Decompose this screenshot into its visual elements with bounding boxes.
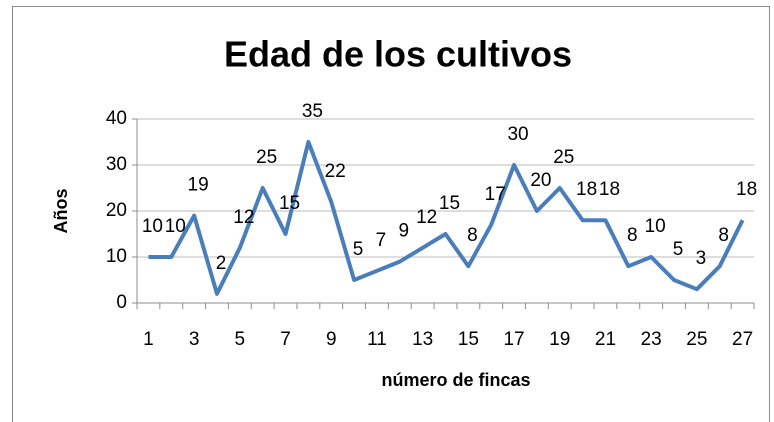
x-tick-label: 25 xyxy=(686,329,707,350)
x-tick-label: 5 xyxy=(235,329,246,350)
x-tick-label: 21 xyxy=(595,329,616,350)
x-tick-label: 19 xyxy=(549,329,570,350)
x-tick-label: 9 xyxy=(326,329,337,350)
data-label: 18 xyxy=(576,179,597,200)
y-tick-label: 0 xyxy=(116,292,127,313)
data-label: 8 xyxy=(627,225,638,246)
data-label: 5 xyxy=(353,239,364,260)
data-label: 10 xyxy=(165,216,186,237)
data-label: 18 xyxy=(736,179,757,200)
data-label: 15 xyxy=(439,193,460,214)
data-label: 3 xyxy=(696,248,707,269)
data-label: 22 xyxy=(325,161,346,182)
x-tick-label: 13 xyxy=(412,329,433,350)
y-tick-label: 10 xyxy=(106,246,127,267)
y-axis-title: Años xyxy=(51,189,71,234)
data-label: 17 xyxy=(485,184,506,205)
data-label: 8 xyxy=(467,225,478,246)
data-label: 12 xyxy=(233,207,254,228)
data-label: 35 xyxy=(302,101,323,122)
x-tick-label: 17 xyxy=(503,329,524,350)
data-label: 25 xyxy=(256,147,277,168)
data-label: 8 xyxy=(718,225,729,246)
data-label: 15 xyxy=(279,193,300,214)
y-tick-label: 30 xyxy=(106,154,127,175)
x-tick-label: 1 xyxy=(143,329,154,350)
chart-title: Edad de los cultivos xyxy=(224,34,572,75)
y-tick-label: 40 xyxy=(106,108,127,129)
x-tick-label: 23 xyxy=(641,329,662,350)
x-axis-title: número de fincas xyxy=(381,370,530,390)
data-label: 30 xyxy=(507,124,528,145)
data-label: 12 xyxy=(416,207,437,228)
data-label: 2 xyxy=(216,253,227,274)
data-label: 9 xyxy=(399,221,410,242)
x-tick-label: 7 xyxy=(280,329,291,350)
data-label: 19 xyxy=(188,175,209,196)
data-label: 10 xyxy=(645,216,666,237)
data-label: 5 xyxy=(673,239,684,260)
data-line xyxy=(148,140,745,296)
x-tick-label: 3 xyxy=(189,329,200,350)
data-label: 25 xyxy=(553,147,574,168)
x-tick-label: 11 xyxy=(367,329,387,350)
data-label: 18 xyxy=(599,179,620,200)
x-tick-label: 27 xyxy=(732,329,753,350)
y-tick-label: 20 xyxy=(106,200,127,221)
chart-frame xyxy=(12,6,770,422)
data-label: 20 xyxy=(530,170,551,191)
x-tick-label: 15 xyxy=(458,329,479,350)
data-label: 10 xyxy=(142,216,163,237)
data-label: 7 xyxy=(376,230,387,251)
